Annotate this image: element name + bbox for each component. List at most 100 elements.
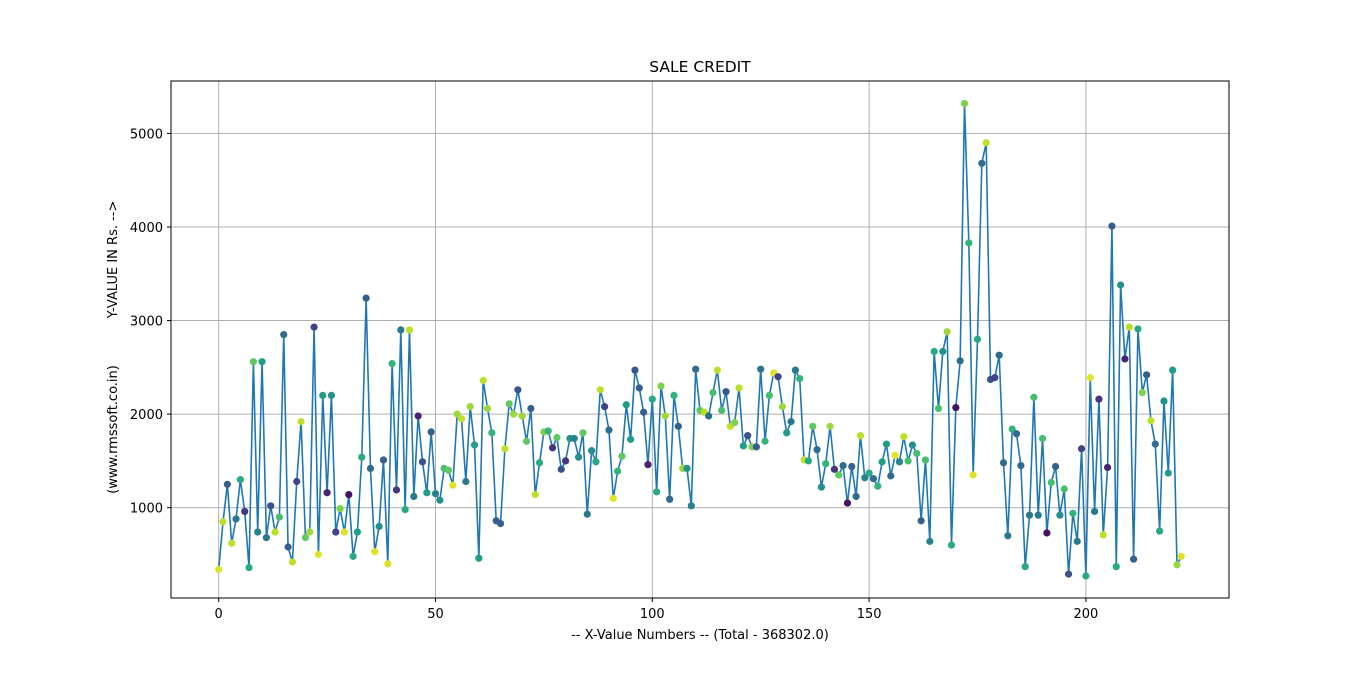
data-point (414, 412, 422, 420)
data-point (982, 139, 990, 147)
data-point (483, 404, 492, 413)
data-point (466, 403, 474, 411)
data-point (895, 458, 904, 466)
data-point (904, 457, 912, 465)
data-point (353, 528, 362, 536)
data-point (774, 373, 782, 381)
data-point (319, 391, 327, 400)
data-point (692, 365, 700, 373)
data-point (1112, 563, 1120, 571)
plot-area (171, 81, 1229, 598)
data-point (518, 412, 526, 420)
data-point (245, 563, 253, 572)
data-point (297, 418, 305, 426)
data-point (1012, 430, 1021, 438)
data-point (1125, 323, 1133, 331)
data-point (943, 328, 951, 336)
data-point (835, 471, 843, 479)
data-point (804, 457, 813, 465)
data-point (470, 441, 479, 449)
data-point (1090, 507, 1099, 516)
data-point (1004, 532, 1012, 540)
data-point (436, 496, 444, 504)
data-point (813, 446, 821, 454)
data-point (570, 434, 578, 443)
data-point (293, 477, 301, 486)
data-point (388, 360, 396, 368)
data-point (852, 492, 860, 501)
data-point (796, 374, 804, 383)
data-point (410, 492, 418, 501)
data-point (913, 449, 921, 458)
data-point (709, 389, 717, 397)
data-point (449, 481, 457, 489)
data-point (657, 382, 665, 390)
data-point (444, 466, 453, 474)
data-point (1056, 511, 1064, 519)
data-point (475, 554, 483, 562)
data-point (601, 403, 609, 411)
data-point (457, 415, 466, 423)
data-point (978, 159, 986, 167)
data-point (635, 384, 643, 392)
data-point (254, 528, 262, 536)
data-point (687, 502, 695, 510)
data-point (856, 432, 865, 440)
data-point (588, 447, 596, 455)
data-point (1134, 325, 1142, 333)
data-point (735, 384, 743, 392)
data-point (258, 358, 266, 366)
data-point (752, 443, 760, 451)
data-point (527, 404, 535, 413)
data-point (557, 465, 565, 473)
data-point (973, 335, 982, 343)
data-point (561, 457, 570, 465)
data-point (323, 489, 331, 497)
data-point (1117, 281, 1125, 289)
data-point (640, 408, 648, 416)
data-point (887, 472, 895, 480)
data-point (744, 432, 752, 440)
data-point (579, 429, 587, 437)
data-point (605, 426, 613, 434)
data-point (1151, 440, 1159, 448)
data-point (392, 486, 401, 494)
data-point (627, 435, 635, 443)
data-point (874, 482, 882, 490)
data-point (705, 412, 713, 420)
data-point (1017, 461, 1025, 470)
data-point (1103, 463, 1112, 472)
data-point (921, 456, 930, 464)
data-point (327, 391, 336, 400)
data-point (332, 528, 340, 536)
data-point (622, 401, 630, 409)
data-point (757, 365, 765, 373)
data-point (314, 550, 323, 559)
data-point (1021, 563, 1029, 571)
data-point (995, 351, 1003, 359)
data-point (787, 418, 795, 426)
data-point (891, 451, 899, 459)
data-point (553, 433, 561, 442)
data-point (1073, 537, 1081, 545)
data-point (544, 427, 552, 435)
data-point (1173, 561, 1181, 569)
data-point (739, 442, 747, 450)
data-point (1025, 511, 1034, 519)
data-point (418, 458, 427, 466)
data-point (1095, 395, 1103, 403)
marker-layer (215, 99, 1185, 580)
data-point (722, 388, 730, 396)
data-point (262, 534, 270, 542)
data-point (249, 358, 257, 366)
x-tick-label: 200 (1073, 607, 1098, 622)
data-point (999, 459, 1008, 467)
data-point (761, 437, 769, 445)
data-point (271, 528, 279, 536)
data-point (1082, 572, 1090, 580)
data-point (301, 534, 310, 542)
data-point (1169, 366, 1177, 374)
x-tick-label: 50 (427, 607, 444, 622)
grid-layer (171, 81, 1229, 598)
